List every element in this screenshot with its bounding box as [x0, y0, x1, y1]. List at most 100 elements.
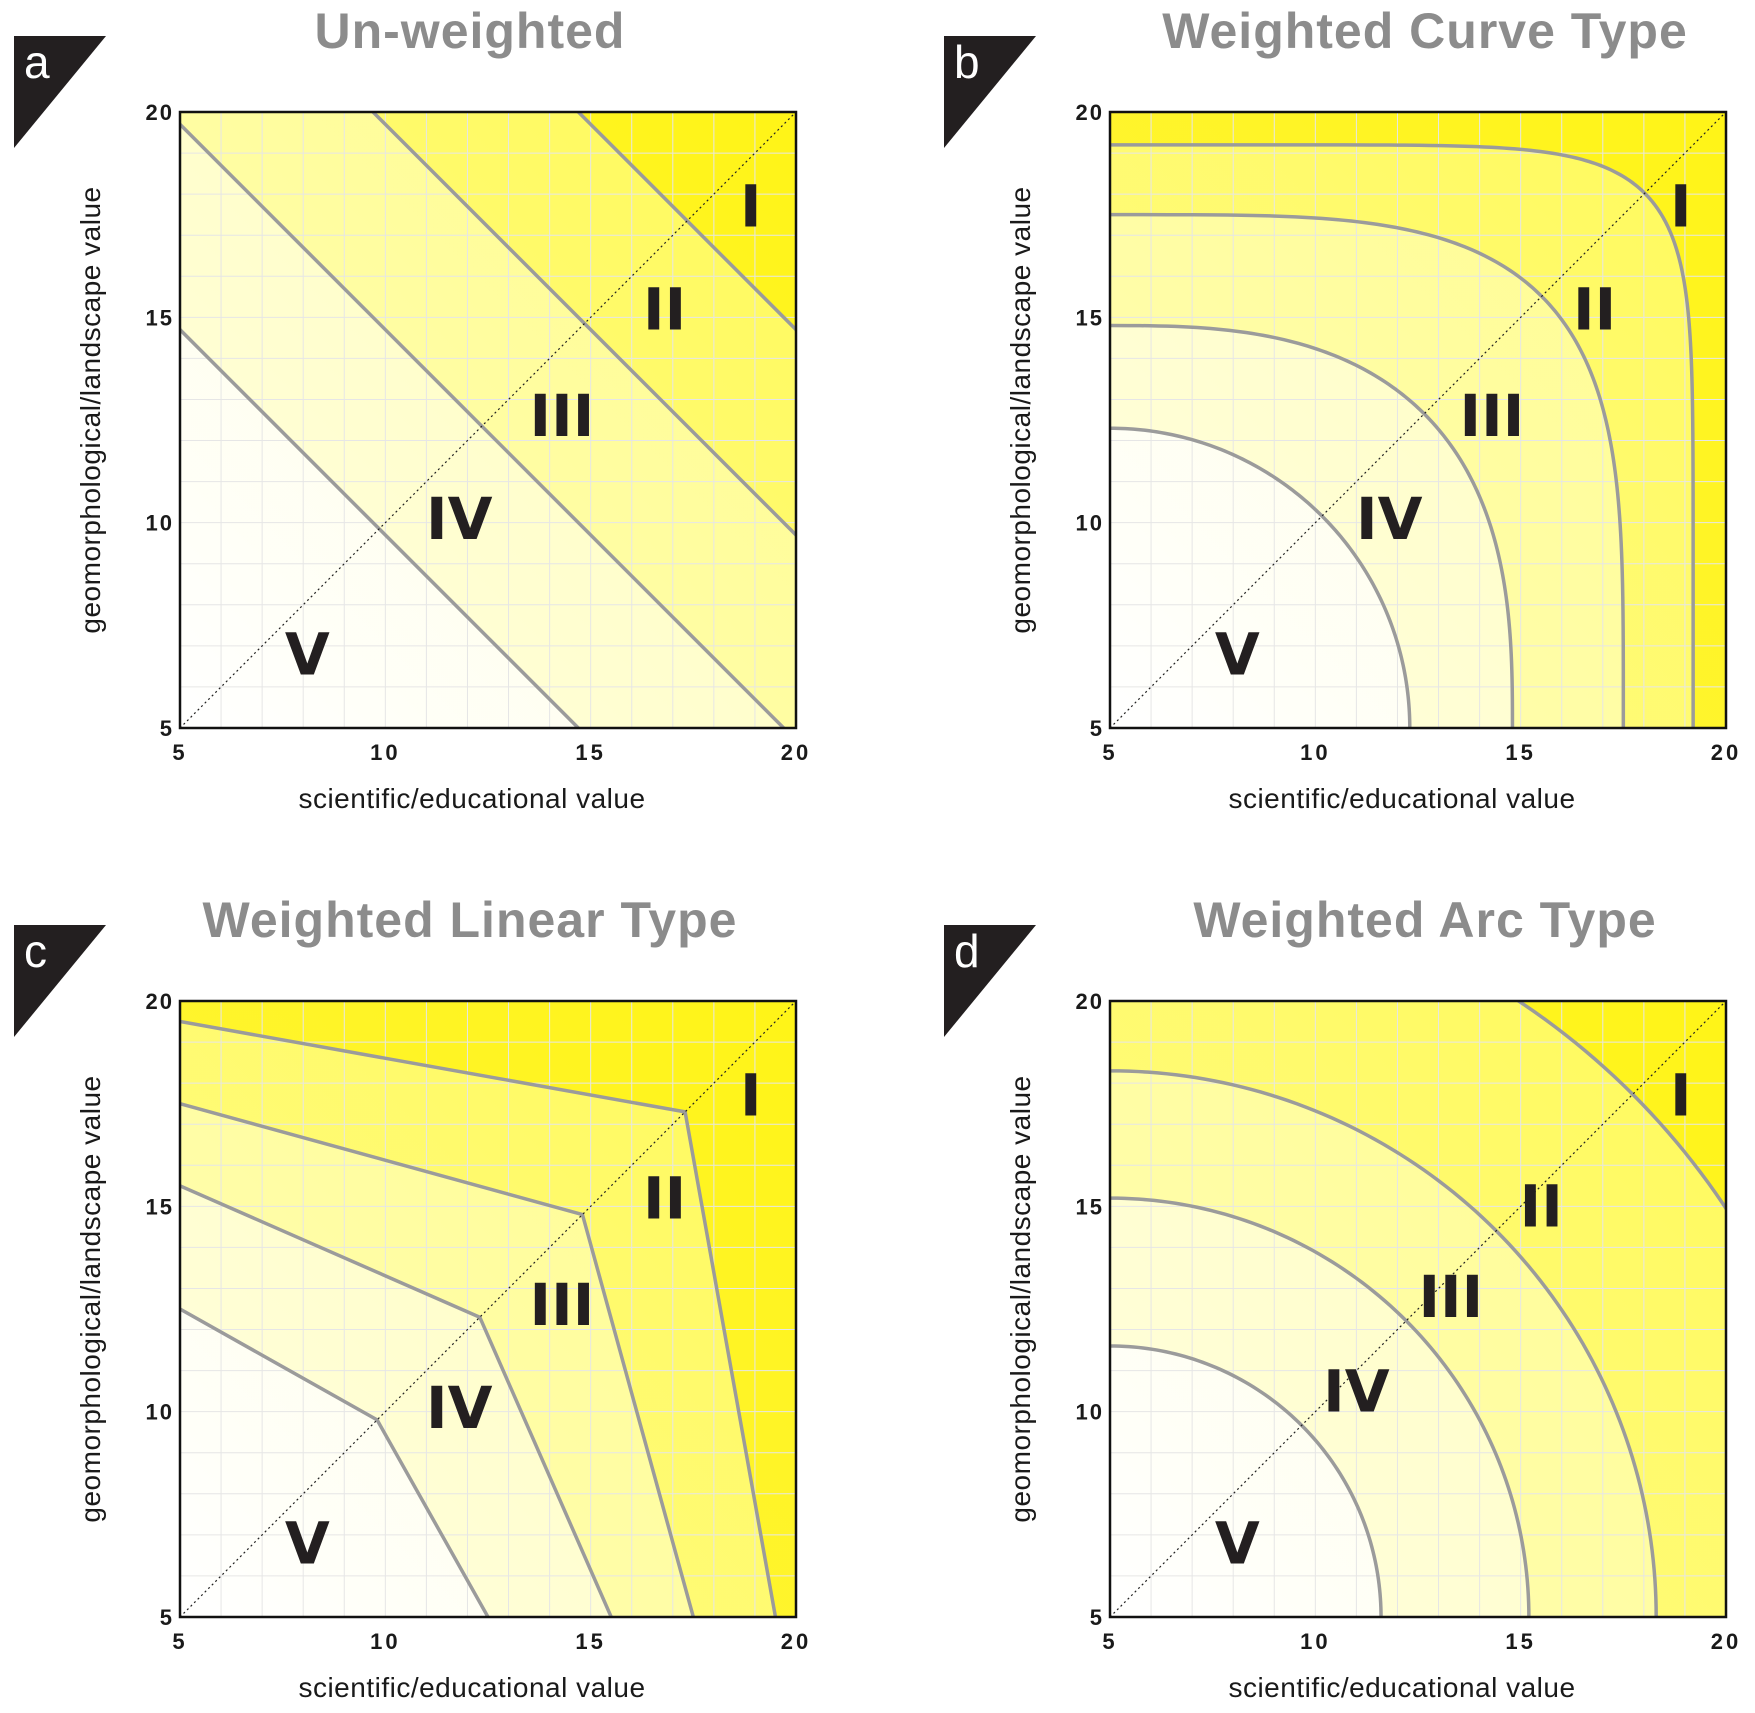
zone-label: III — [1460, 382, 1525, 450]
zone-label: II — [643, 275, 686, 343]
zone-label: IV — [1356, 485, 1423, 553]
zone-boundary-line — [575, 112, 796, 333]
x-axis-label: scientific/educational value — [1228, 783, 1575, 814]
panel-letter: d — [954, 925, 980, 977]
diagonal-line — [180, 112, 796, 728]
zone-boundary-line — [1515, 1001, 1726, 1212]
panel-tag: c — [14, 925, 106, 1037]
plot-frame — [178, 110, 798, 730]
y-axis-label: geomorphological/landscape value — [75, 186, 106, 633]
y-tick-label: 5 — [1090, 716, 1104, 741]
panel-tag-triangle — [944, 36, 1036, 148]
diagonal-line — [1110, 1001, 1726, 1617]
zone-boundary-line — [180, 1184, 613, 1617]
y-tick-label: 5 — [1090, 1605, 1104, 1630]
plot-frame — [1108, 999, 1728, 1619]
chart-title: Weighted Curve Type — [1162, 3, 1688, 59]
x-tick-label: 20 — [1711, 740, 1741, 765]
zone-boundary-line — [1110, 1196, 1531, 1617]
y-tick-label: 20 — [1076, 989, 1104, 1014]
x-tick-label: 10 — [370, 740, 400, 765]
zone-label: III — [530, 1271, 595, 1339]
zone-label: III — [1418, 1263, 1483, 1331]
y-tick-label: 20 — [146, 100, 174, 125]
zone-label: II — [643, 1164, 686, 1232]
x-tick-label: 10 — [1300, 1629, 1330, 1654]
zone-boundary-line — [180, 1019, 778, 1617]
y-tick-label: 5 — [160, 1605, 174, 1630]
chart-title: Weighted Arc Type — [1193, 892, 1656, 948]
zone-label: V — [1215, 1509, 1260, 1577]
y-tick-label: 5 — [160, 716, 174, 741]
panel-letter: c — [24, 925, 47, 977]
x-axis-label: scientific/educational value — [1228, 1672, 1575, 1703]
grid — [180, 1001, 796, 1617]
zone-label: IV — [1323, 1357, 1390, 1425]
x-tick-label: 20 — [781, 740, 811, 765]
x-tick-label: 5 — [1102, 1629, 1117, 1654]
y-axis-label: geomorphological/landscape value — [75, 1075, 106, 1522]
panel-tag: b — [944, 36, 1036, 148]
zone-label: V — [285, 620, 330, 688]
x-tick-label: 15 — [575, 1629, 605, 1654]
zone-boundary-line — [180, 1101, 696, 1617]
panel-letter: a — [24, 36, 50, 88]
x-tick-label: 5 — [172, 1629, 187, 1654]
panel-letter: b — [954, 36, 980, 88]
panel-tag-triangle — [944, 925, 1036, 1037]
x-tick-label: 5 — [1102, 740, 1117, 765]
y-tick-label: 15 — [1076, 305, 1104, 330]
panel-tag: a — [14, 36, 106, 148]
zone-label: I — [1670, 173, 1692, 241]
panel-tag-triangle — [14, 925, 106, 1037]
x-tick-label: 10 — [370, 1629, 400, 1654]
zone-label: I — [740, 1062, 762, 1130]
x-tick-label: 15 — [575, 740, 605, 765]
y-tick-label: 20 — [146, 989, 174, 1014]
x-axis-label: scientific/educational value — [298, 783, 645, 814]
y-tick-label: 15 — [146, 305, 174, 330]
zone-boundary-line — [1110, 323, 1515, 728]
x-tick-label: 20 — [781, 1629, 811, 1654]
x-tick-label: 5 — [172, 740, 187, 765]
x-tick-label: 10 — [1300, 740, 1330, 765]
zone-boundary-line — [1110, 426, 1412, 728]
panel-tag: d — [944, 925, 1036, 1037]
zone-label: II — [1520, 1173, 1563, 1241]
grid — [180, 112, 796, 728]
y-tick-label: 10 — [146, 1400, 174, 1425]
y-tick-label: 10 — [146, 511, 174, 536]
zone-label: IV — [426, 1374, 493, 1442]
y-tick-label: 15 — [146, 1194, 174, 1219]
diagonal-line — [1110, 112, 1726, 728]
zone-boundary-line — [180, 1307, 490, 1617]
chart-title: Un-weighted — [315, 3, 626, 59]
diagonal-line — [180, 1001, 796, 1617]
y-tick-label: 10 — [1076, 511, 1104, 536]
x-tick-label: 20 — [1711, 1629, 1741, 1654]
zone-boundary-line — [370, 112, 796, 538]
chart-title: Weighted Linear Type — [203, 892, 738, 948]
plot-frame — [1108, 110, 1728, 730]
x-axis-label: scientific/educational value — [298, 1672, 645, 1703]
y-tick-label: 20 — [1076, 100, 1104, 125]
y-axis-label: geomorphological/landscape value — [1005, 186, 1036, 633]
zone-label: V — [1215, 620, 1260, 688]
x-tick-label: 15 — [1505, 1629, 1535, 1654]
zone-label: V — [285, 1509, 330, 1577]
plot-frame — [178, 999, 798, 1619]
x-tick-label: 15 — [1505, 740, 1535, 765]
zone-label: I — [1670, 1062, 1692, 1130]
y-tick-label: 10 — [1076, 1400, 1104, 1425]
zone-label: IV — [426, 485, 493, 553]
zone-label: II — [1573, 275, 1616, 343]
